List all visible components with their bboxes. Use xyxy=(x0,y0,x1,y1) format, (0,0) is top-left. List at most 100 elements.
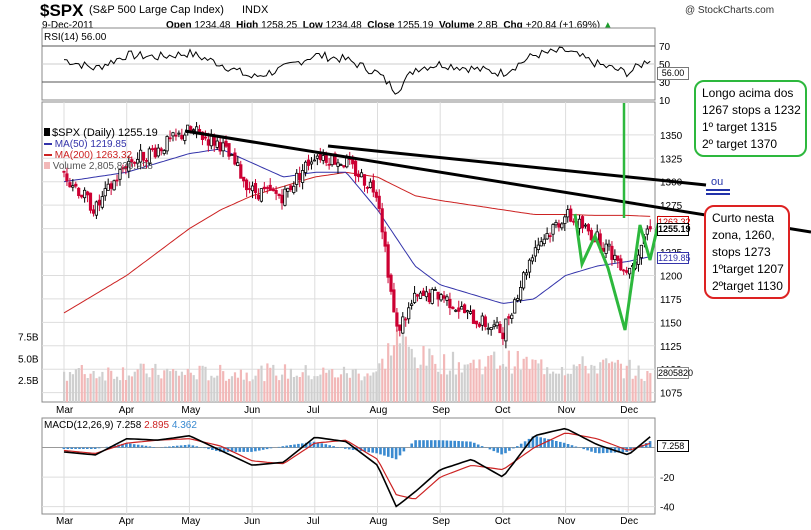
volume-bar xyxy=(216,375,219,402)
volume-bar xyxy=(516,351,519,402)
macd-histogram-bar xyxy=(453,440,456,448)
macd-histogram-bar xyxy=(590,447,593,452)
volume-bar xyxy=(269,367,272,402)
candle-body xyxy=(268,184,272,191)
macd-histogram-bar xyxy=(277,446,281,448)
volume-bar xyxy=(110,370,113,402)
candle-body xyxy=(374,191,378,198)
candle-body xyxy=(342,165,346,168)
volume-bar xyxy=(555,373,558,402)
candle-body xyxy=(439,294,443,301)
candle-body xyxy=(280,194,284,204)
candle-body xyxy=(300,170,305,183)
volume-bar xyxy=(169,371,172,402)
x-tick-label-macd: Dec xyxy=(620,516,638,527)
volume-bar xyxy=(322,367,325,402)
macd-histogram-bar xyxy=(594,447,597,453)
candle-body xyxy=(436,291,440,300)
candle-body xyxy=(583,224,588,227)
candle-body xyxy=(524,272,529,276)
macd-histogram-bar xyxy=(261,447,265,450)
volume-bar xyxy=(104,380,107,402)
volume-bar xyxy=(313,376,316,402)
volume-bar xyxy=(121,367,125,402)
candle-body xyxy=(551,224,555,235)
candle-body xyxy=(389,274,393,292)
volume-bar xyxy=(616,359,619,402)
x-tick-label-macd: Apr xyxy=(119,516,135,527)
candle-body xyxy=(233,152,237,165)
candle-body xyxy=(536,244,540,251)
candle-body xyxy=(566,209,570,218)
candle-body xyxy=(616,255,620,261)
volume-tick-label: 2.5B xyxy=(18,376,39,387)
candle-body xyxy=(118,168,122,180)
volume-bar xyxy=(581,356,584,402)
rsi-value: 56.00 xyxy=(81,32,107,43)
candle-body xyxy=(424,291,429,298)
volume-bar xyxy=(484,366,487,402)
macd-badge: 7.258 xyxy=(657,440,689,452)
candle-body xyxy=(318,153,322,161)
volume-bar xyxy=(587,373,590,402)
price-tick-label: 1300 xyxy=(660,178,683,189)
candle-body xyxy=(88,192,93,211)
macd-tick-label: -20 xyxy=(660,473,675,484)
volume-bar xyxy=(189,372,192,402)
volume-bar xyxy=(360,380,363,402)
volume-bar xyxy=(434,363,437,402)
volume-bar xyxy=(413,357,416,402)
candle-body xyxy=(62,170,66,173)
macd-histogram-bar xyxy=(347,447,351,450)
candle-body xyxy=(489,326,493,330)
candle-body xyxy=(130,159,134,163)
candle-body xyxy=(527,259,532,273)
volume-bar xyxy=(431,355,434,402)
candle-body xyxy=(274,189,278,194)
volume-bar xyxy=(572,364,575,402)
watermark: @ StockCharts.com xyxy=(685,5,775,16)
candle-body xyxy=(336,162,340,167)
candle-body xyxy=(295,172,299,185)
macd-histogram-bar xyxy=(66,447,70,449)
candle-body xyxy=(589,229,593,241)
rsi-tick-label: 30 xyxy=(659,78,671,89)
volume-bar xyxy=(466,364,469,402)
high-value: 1258.25 xyxy=(261,20,298,31)
ma50-legend: MA(50) 1219.85 xyxy=(44,139,158,150)
volume-bar xyxy=(228,378,231,402)
volume-bar xyxy=(448,370,452,402)
macd-histogram-bar xyxy=(93,447,97,449)
volume-bar xyxy=(384,368,387,402)
macd-histogram-bar xyxy=(414,440,417,448)
volume-bar xyxy=(186,368,189,402)
candle-body xyxy=(371,180,375,193)
x-tick-label-macd: May xyxy=(181,516,200,527)
volume-bar xyxy=(242,379,245,402)
volume-bar xyxy=(260,365,263,402)
candle-body xyxy=(77,187,81,197)
volume-bar xyxy=(139,363,142,402)
candle-body xyxy=(418,292,423,299)
volume-bar xyxy=(74,369,77,402)
candle-body xyxy=(133,161,137,164)
volume-bar xyxy=(166,368,169,402)
volume-bar xyxy=(160,378,163,402)
candle-body xyxy=(212,136,216,146)
candle-body xyxy=(330,155,334,166)
volume-bar xyxy=(177,375,181,402)
volume-bar xyxy=(392,345,396,402)
volume-bar xyxy=(334,377,337,402)
candle-body xyxy=(68,182,72,188)
macd-histogram-bar xyxy=(547,439,550,448)
macd-histogram-bar xyxy=(148,446,152,448)
candle-body xyxy=(501,332,505,340)
candle-body xyxy=(147,148,151,164)
volume-bar xyxy=(345,373,348,402)
macd-histogram-bar xyxy=(586,447,589,451)
macd-histogram-bar xyxy=(617,447,621,453)
volume-bar xyxy=(257,369,260,402)
candle-body xyxy=(165,136,169,152)
candle-body xyxy=(312,159,317,162)
macd-histogram-bar xyxy=(570,445,574,448)
